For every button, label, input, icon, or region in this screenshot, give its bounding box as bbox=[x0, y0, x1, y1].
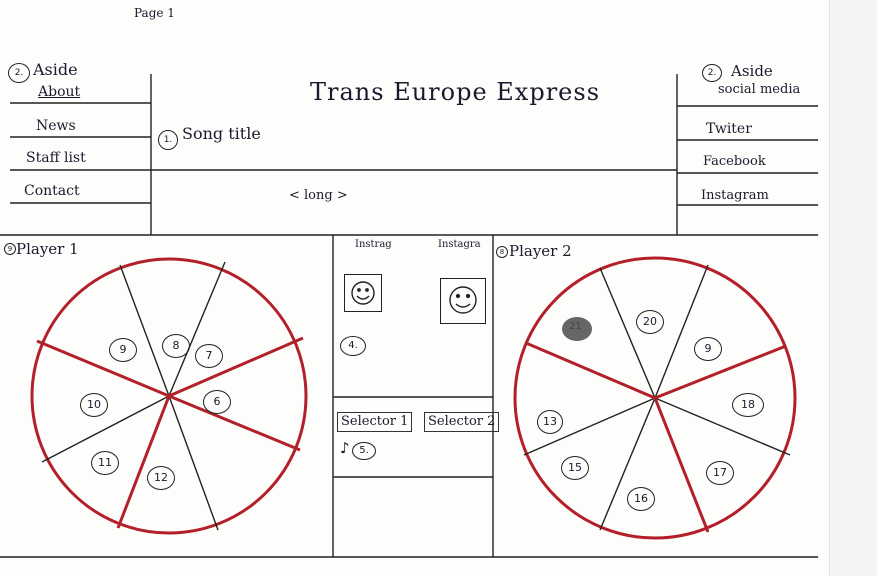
player2-segment[interactable]: 13 bbox=[537, 410, 563, 434]
player2-segment[interactable]: 18 bbox=[732, 393, 764, 417]
site-title: Trans Europe Express bbox=[310, 78, 601, 106]
music-note-icon: ♪ bbox=[340, 439, 350, 457]
song-title: Song title bbox=[182, 124, 261, 143]
player2-label: Player 2 bbox=[509, 242, 572, 260]
marker-4: 4. bbox=[340, 336, 366, 356]
nav-about[interactable]: About bbox=[38, 84, 81, 100]
aside-right-subheading: social media bbox=[718, 82, 801, 97]
social-facebook[interactable]: Facebook bbox=[703, 154, 766, 169]
smiley-icon bbox=[351, 281, 477, 314]
song-title-marker: 1. bbox=[158, 130, 178, 150]
player1-label: Player 1 bbox=[16, 240, 79, 258]
marker-5: 5. bbox=[352, 442, 376, 460]
player2-segment[interactable]: 9 bbox=[694, 337, 722, 361]
aside-left-marker: 2. bbox=[8, 63, 30, 83]
insta-thumbnail-1[interactable] bbox=[344, 274, 382, 312]
nav-news[interactable]: News bbox=[36, 118, 76, 134]
paper-edge bbox=[829, 0, 877, 576]
insta-thumbnail-2[interactable] bbox=[440, 278, 486, 324]
player1-marker: 9 bbox=[4, 243, 16, 255]
player2-segment[interactable]: 20 bbox=[636, 310, 664, 334]
page-label: Page 1 bbox=[134, 6, 175, 20]
player1-wheel[interactable] bbox=[30, 257, 308, 535]
aside-right-marker: 2. bbox=[702, 64, 722, 82]
player1-segment[interactable]: 9 bbox=[109, 338, 137, 362]
player1-segment[interactable]: 12 bbox=[147, 466, 175, 490]
player1-segment[interactable]: 10 bbox=[80, 393, 108, 417]
insta-label-1: Instrag bbox=[355, 239, 392, 250]
aside-right-heading: Aside bbox=[731, 62, 773, 80]
player1-segment[interactable]: 7 bbox=[195, 344, 223, 368]
insta-label-2: Instagra bbox=[438, 239, 481, 250]
selector-2-button[interactable]: Selector 2 bbox=[424, 412, 500, 432]
social-instagram[interactable]: Instagram bbox=[701, 188, 769, 203]
player2-segment[interactable]: 16 bbox=[627, 487, 655, 511]
player2-segment[interactable]: 15 bbox=[561, 456, 589, 480]
player2-marker: 8 bbox=[496, 246, 508, 258]
player1-segment[interactable]: 6 bbox=[203, 390, 231, 414]
player1-segment[interactable]: 8 bbox=[162, 334, 190, 358]
nav-staff-list[interactable]: Staff list bbox=[26, 150, 86, 166]
long-text: < long > bbox=[289, 188, 348, 203]
player2-segment[interactable]: 17 bbox=[706, 461, 734, 485]
aside-left-heading: Aside bbox=[33, 60, 78, 79]
player1-segment[interactable]: 11 bbox=[91, 451, 119, 475]
nav-contact[interactable]: Contact bbox=[24, 183, 80, 199]
social-twitter[interactable]: Twiter bbox=[706, 121, 752, 137]
selector-1-button[interactable]: Selector 1 bbox=[337, 412, 413, 432]
player2-segment[interactable]: 21 bbox=[569, 321, 582, 332]
player2-wheel[interactable] bbox=[513, 256, 797, 540]
